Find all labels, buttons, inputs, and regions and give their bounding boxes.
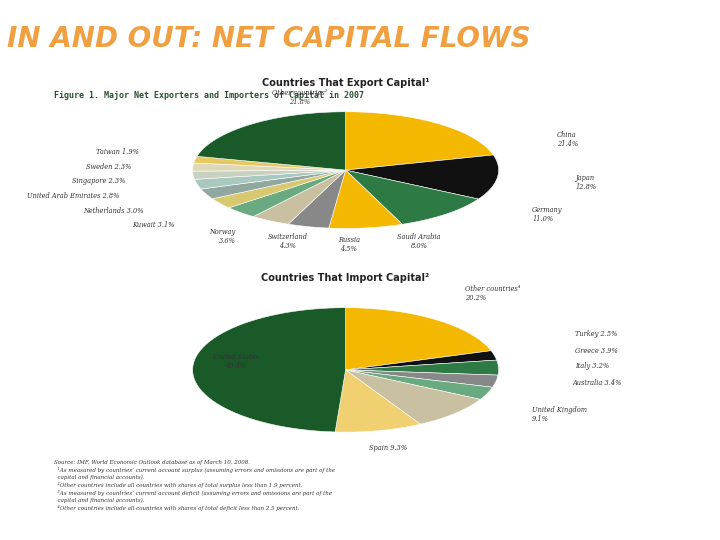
Text: IN AND OUT: NET CAPITAL FLOWS: IN AND OUT: NET CAPITAL FLOWS [7,25,531,53]
Polygon shape [346,170,478,224]
Polygon shape [346,308,491,370]
Title: Countries That Export Capital¹: Countries That Export Capital¹ [262,78,429,89]
Text: United Arab Emirates 2.8%: United Arab Emirates 2.8% [27,192,120,200]
Polygon shape [194,170,346,189]
Text: Greece 3.9%: Greece 3.9% [575,347,618,355]
Polygon shape [346,360,498,375]
Text: Norway
3.6%: Norway 3.6% [210,228,235,245]
Text: Taiwan 1.9%: Taiwan 1.9% [96,148,139,156]
Text: Other countries⁴
20.2%: Other countries⁴ 20.2% [465,285,521,302]
Text: Japan
12.8%: Japan 12.8% [575,174,596,191]
Text: Netherlands 3.0%: Netherlands 3.0% [83,207,143,214]
Text: Russia
4.5%: Russia 4.5% [338,236,360,253]
Text: China
21.4%: China 21.4% [557,131,578,148]
Text: Switzerland
4.3%: Switzerland 4.3% [267,233,307,250]
Title: Countries That Import Capital²: Countries That Import Capital² [261,273,430,283]
Polygon shape [335,370,420,432]
Text: Sweden 2.3%: Sweden 2.3% [86,163,132,171]
Polygon shape [346,155,498,199]
Polygon shape [346,370,492,400]
Text: Source: IMF, World Economic Outlook database as of March 10, 2008.
  ¹As measure: Source: IMF, World Economic Outlook data… [54,461,335,511]
Text: Spain 9.3%: Spain 9.3% [369,444,408,451]
Text: Other countries²
21.8%: Other countries² 21.8% [272,89,328,106]
Text: Figure 1. Major Net Exporters and Importers of Capital in 2007: Figure 1. Major Net Exporters and Import… [54,91,364,100]
Polygon shape [193,163,346,171]
Text: Saudi Arabia
8.0%: Saudi Arabia 8.0% [397,233,441,250]
Polygon shape [346,370,498,387]
Polygon shape [253,170,346,224]
Text: United Kingdom
9.1%: United Kingdom 9.1% [532,406,588,423]
Polygon shape [346,112,493,170]
Text: Germany
11.0%: Germany 11.0% [532,206,563,223]
Polygon shape [288,170,346,228]
Text: Australia 3.4%: Australia 3.4% [572,379,621,387]
Polygon shape [201,170,346,199]
Polygon shape [212,170,346,208]
Text: United States
49.4%: United States 49.4% [212,353,258,370]
Polygon shape [194,156,346,170]
Text: Kuwait 3.1%: Kuwait 3.1% [132,221,174,229]
Polygon shape [329,170,402,228]
Text: Italy 3.2%: Italy 3.2% [575,362,609,369]
Polygon shape [346,370,480,424]
Polygon shape [193,170,346,179]
Polygon shape [346,350,497,370]
Text: Turkey 2.5%: Turkey 2.5% [575,329,618,338]
Polygon shape [197,112,346,170]
Text: Singapore 2.3%: Singapore 2.3% [72,178,125,185]
Polygon shape [193,308,346,432]
Polygon shape [229,170,346,217]
